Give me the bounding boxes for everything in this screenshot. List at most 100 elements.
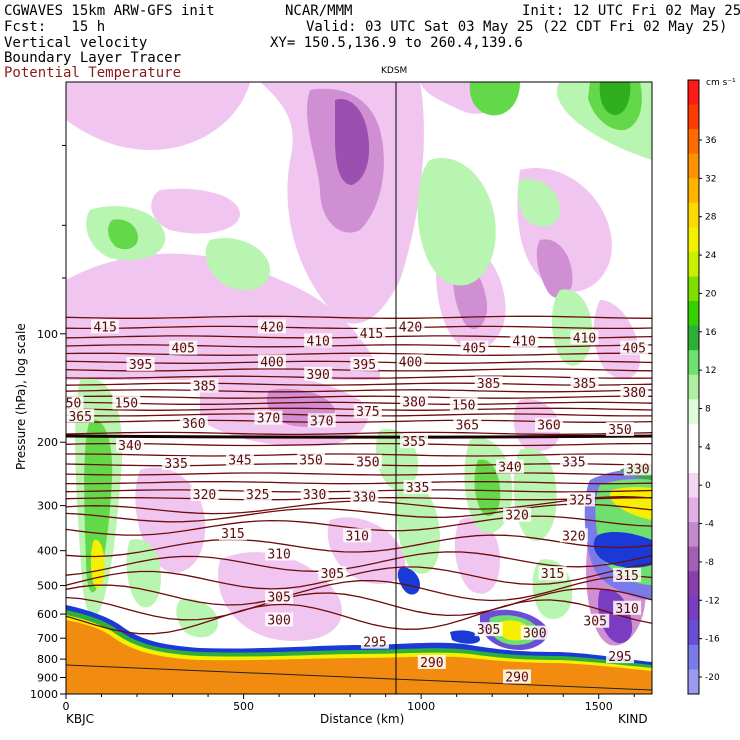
contour-label-bg <box>190 378 219 393</box>
contour-label: 355 <box>402 435 425 450</box>
theta-contour-line <box>66 431 652 436</box>
contour-label: 390 <box>306 368 329 383</box>
contour-label-bg <box>254 410 283 425</box>
colorbar-swatch <box>688 129 699 155</box>
left-station: KBJC <box>66 712 95 726</box>
contour-label-bg <box>243 486 272 501</box>
contour-label-bg <box>343 528 372 543</box>
plot-frame <box>65 81 653 695</box>
contour-label: 315 <box>541 567 564 582</box>
theta-contour-line <box>66 562 652 590</box>
contour-label-bg <box>400 394 429 409</box>
contour-label-bg <box>257 319 286 334</box>
contour-label: 330 <box>353 491 376 506</box>
contour-label: 320 <box>505 509 528 524</box>
organization: NCAR/MMM <box>285 3 353 19</box>
contour-label-bg <box>620 384 649 399</box>
contour-label: 370 <box>257 412 280 427</box>
y-tick-label: 100 <box>37 328 58 341</box>
colorbar-swatch <box>688 620 699 646</box>
colorbar-swatch <box>688 301 699 327</box>
contour-label: 405 <box>623 342 646 357</box>
contour-label: 335 <box>406 481 429 496</box>
contour-label: 395 <box>353 358 376 373</box>
contour-label: 330 <box>626 462 649 477</box>
contour-label-bg <box>503 507 532 522</box>
x-tick-label: 0 <box>63 700 70 713</box>
contour-label-bg <box>112 395 141 410</box>
colorbar-label: -12 <box>705 596 720 606</box>
colorbar-swatch <box>688 399 699 425</box>
contour-label-bg <box>91 319 120 334</box>
contour-label: 335 <box>562 456 585 471</box>
contour-label: 330 <box>303 488 326 503</box>
contour-label: 335 <box>164 457 187 472</box>
contour-label: 320 <box>193 488 216 503</box>
contour-label: 310 <box>267 548 290 563</box>
colorbar-swatch <box>688 227 699 253</box>
contour-label: 150 <box>452 398 475 413</box>
contour-label: 380 <box>623 386 646 401</box>
colorbar-label: 20 <box>705 289 717 299</box>
y-tick-label: 200 <box>37 436 58 449</box>
contour-label: 420 <box>260 320 283 335</box>
contour-label: 410 <box>573 331 596 346</box>
colorbar-swatch <box>688 350 699 376</box>
theta-contour-line <box>66 575 652 606</box>
theta-contour-line <box>66 534 652 558</box>
colorbar-label: 36 <box>705 136 717 146</box>
contour-label-bg <box>304 366 333 381</box>
contour-label: 320 <box>562 529 585 544</box>
contour-label-bg <box>396 319 425 334</box>
colorbar-swatch <box>688 80 699 106</box>
contour-label-bg <box>403 480 432 495</box>
y-tick-label: 900 <box>37 672 58 685</box>
contour-label-bg <box>623 461 652 476</box>
contour-label-bg <box>535 417 564 432</box>
contour-label: 365 <box>456 419 479 434</box>
theta-contour-line <box>66 375 652 379</box>
contour-label-bg <box>453 417 482 432</box>
contour-label: 385 <box>193 379 216 394</box>
contour-label-bg <box>495 459 524 474</box>
colorbar-swatch <box>688 104 699 130</box>
theta-contour-line <box>66 442 652 447</box>
contour-label-bg <box>620 340 649 355</box>
contour-label-bg <box>510 333 539 348</box>
contour-label-bg <box>126 356 155 371</box>
contour-label: 290 <box>505 671 528 686</box>
contour-label: 405 <box>171 342 194 357</box>
field-boundary-layer-tracer: Boundary Layer Tracer <box>4 50 182 66</box>
contour-label-bg <box>520 625 549 640</box>
y-tick-label: 500 <box>37 580 58 593</box>
contour-label-bg <box>474 622 503 637</box>
contour-label-bg <box>559 528 588 543</box>
right-station: KIND <box>618 712 648 726</box>
axes: 100 200 300 400 500 600 700 800 900 1000 0 500 1000 1… <box>30 144 635 713</box>
colorbar-swatch <box>688 472 699 499</box>
contour-label: 375 <box>356 405 379 420</box>
contour-label: 405 <box>463 342 486 357</box>
model-title: CGWAVES 15km ARW-GFS init <box>4 3 215 19</box>
contour-label: 300 <box>267 613 290 628</box>
contour-label: 395 <box>129 358 152 373</box>
contour-label: 360 <box>537 419 560 434</box>
theta-contour-labels: 415 420 415 420 405 410 400 400 405 410 410 405 395 3… <box>66 319 652 686</box>
contour-label: 360 <box>182 417 205 432</box>
contour-label-bg <box>218 526 247 541</box>
contour-label: 400 <box>399 355 422 370</box>
colorbar-swatch <box>688 571 699 597</box>
contour-label-bg <box>265 612 294 627</box>
contour-label: 305 <box>321 567 344 582</box>
contour-label: 305 <box>267 591 290 606</box>
colorbar-swatch <box>688 644 699 670</box>
theta-contour-line <box>66 472 652 476</box>
theta-contour-line <box>66 551 652 576</box>
contour-label: 295 <box>608 650 631 665</box>
contour-label-bg <box>115 438 144 453</box>
contour-label: 325 <box>246 488 269 503</box>
colorbar-swatch <box>688 423 699 449</box>
colorbar: 36 32 28 24 20 16 12 8 4 0 -4 -8 -12 -16 -20 <box>687 79 720 695</box>
theta-contour-line <box>66 587 652 621</box>
contour-label-bg <box>460 340 489 355</box>
